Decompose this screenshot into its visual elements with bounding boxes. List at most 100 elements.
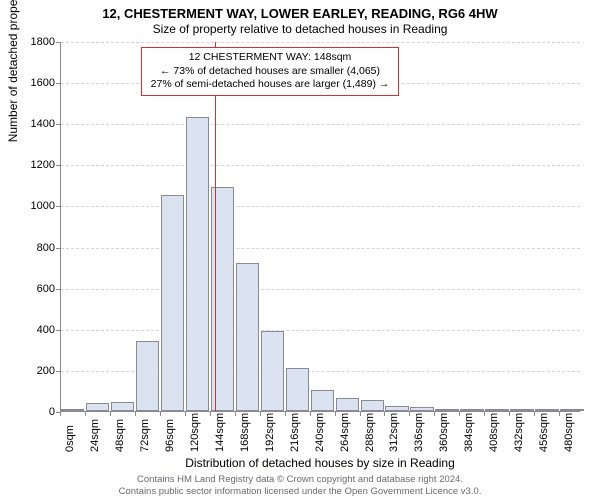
- histogram-bar: [111, 402, 134, 411]
- xtick-label: 192sqm: [264, 413, 276, 452]
- histogram-bar: [385, 406, 408, 411]
- histogram-bar: [86, 403, 109, 411]
- xtick-mark: [534, 412, 535, 416]
- ytick-mark: [56, 289, 60, 290]
- histogram-bar: [485, 409, 508, 411]
- xtick-label: 288sqm: [364, 413, 376, 452]
- x-axis-label: Distribution of detached houses by size …: [60, 456, 580, 470]
- xtick-mark: [484, 412, 485, 416]
- xtick-mark: [160, 412, 161, 416]
- histogram-bar: [286, 368, 309, 411]
- histogram-bar: [161, 195, 184, 411]
- xtick-mark: [360, 412, 361, 416]
- footer-attribution: Contains HM Land Registry data © Crown c…: [0, 474, 600, 498]
- annotation-line2: ← 73% of detached houses are smaller (4,…: [148, 65, 392, 79]
- xtick-label: 96sqm: [164, 419, 176, 452]
- xtick-mark: [110, 412, 111, 416]
- histogram-bar: [186, 117, 209, 411]
- ytick-label: 1800: [17, 36, 55, 48]
- xtick-label: 216sqm: [289, 413, 301, 452]
- xtick-mark: [260, 412, 261, 416]
- xtick-label: 264sqm: [339, 413, 351, 452]
- histogram-bar: [261, 331, 284, 411]
- annotation-line1: 12 CHESTERMENT WAY: 148sqm: [148, 51, 392, 65]
- footer-line1: Contains HM Land Registry data © Crown c…: [0, 474, 600, 486]
- xtick-label: 48sqm: [114, 419, 126, 452]
- gridline-h: [61, 42, 580, 43]
- gridline-h: [61, 165, 580, 166]
- histogram-bar: [435, 409, 458, 411]
- gridline-h: [61, 330, 580, 331]
- xtick-mark: [409, 412, 410, 416]
- xtick-label: 360sqm: [438, 413, 450, 452]
- histogram-bar: [560, 409, 583, 411]
- property-marker-line: [215, 42, 216, 411]
- histogram-bar: [361, 400, 384, 411]
- ytick-mark: [56, 330, 60, 331]
- xtick-label: 0sqm: [64, 425, 76, 452]
- histogram-bar: [136, 341, 159, 411]
- gridline-h: [61, 248, 580, 249]
- xtick-label: 24sqm: [89, 419, 101, 452]
- xtick-mark: [434, 412, 435, 416]
- annotation-box: 12 CHESTERMENT WAY: 148sqm ← 73% of deta…: [141, 47, 399, 96]
- xtick-mark: [210, 412, 211, 416]
- ytick-label: 1200: [17, 159, 55, 171]
- xtick-mark: [60, 412, 61, 416]
- histogram-bar: [236, 263, 259, 411]
- xtick-label: 336sqm: [413, 413, 425, 452]
- histogram-bar: [510, 409, 533, 411]
- xtick-mark: [509, 412, 510, 416]
- annotation-line3: 27% of semi-detached houses are larger (…: [148, 78, 392, 92]
- xtick-mark: [235, 412, 236, 416]
- histogram-bar: [535, 409, 558, 411]
- ytick-label: 0: [17, 406, 55, 418]
- chart-title-main: 12, CHESTERMENT WAY, LOWER EARLEY, READI…: [0, 6, 600, 21]
- xtick-mark: [185, 412, 186, 416]
- ytick-label: 600: [17, 283, 55, 295]
- ytick-mark: [56, 83, 60, 84]
- histogram-bar: [410, 407, 433, 411]
- gridline-h: [61, 206, 580, 207]
- xtick-mark: [384, 412, 385, 416]
- ytick-mark: [56, 248, 60, 249]
- ytick-mark: [56, 206, 60, 207]
- xtick-mark: [85, 412, 86, 416]
- ytick-mark: [56, 371, 60, 372]
- ytick-label: 800: [17, 242, 55, 254]
- xtick-mark: [335, 412, 336, 416]
- xtick-label: 144sqm: [214, 413, 226, 452]
- xtick-mark: [310, 412, 311, 416]
- xtick-label: 432sqm: [513, 413, 525, 452]
- xtick-label: 120sqm: [189, 413, 201, 452]
- chart-title-sub: Size of property relative to detached ho…: [0, 22, 600, 36]
- xtick-label: 456sqm: [538, 413, 550, 452]
- ytick-label: 1600: [17, 77, 55, 89]
- xtick-mark: [135, 412, 136, 416]
- ytick-mark: [56, 165, 60, 166]
- ytick-label: 200: [17, 365, 55, 377]
- xtick-mark: [559, 412, 560, 416]
- histogram-bar: [336, 398, 359, 411]
- xtick-label: 312sqm: [388, 413, 400, 452]
- xtick-label: 168sqm: [239, 413, 251, 452]
- xtick-label: 408sqm: [488, 413, 500, 452]
- xtick-label: 240sqm: [314, 413, 326, 452]
- ytick-mark: [56, 42, 60, 43]
- xtick-mark: [285, 412, 286, 416]
- ytick-label: 1400: [17, 118, 55, 130]
- xtick-label: 480sqm: [563, 413, 575, 452]
- gridline-h: [61, 289, 580, 290]
- histogram-bar: [311, 390, 334, 411]
- ytick-mark: [56, 124, 60, 125]
- xtick-label: 384sqm: [463, 413, 475, 452]
- histogram-bar: [460, 409, 483, 411]
- footer-line2: Contains public sector information licen…: [0, 486, 600, 498]
- ytick-label: 1000: [17, 200, 55, 212]
- xtick-mark: [459, 412, 460, 416]
- histogram-bar: [61, 409, 84, 411]
- xtick-label: 72sqm: [139, 419, 151, 452]
- gridline-h: [61, 124, 580, 125]
- plot-area: 12 CHESTERMENT WAY: 148sqm ← 73% of deta…: [60, 42, 580, 412]
- histogram-chart: 12, CHESTERMENT WAY, LOWER EARLEY, READI…: [0, 0, 600, 500]
